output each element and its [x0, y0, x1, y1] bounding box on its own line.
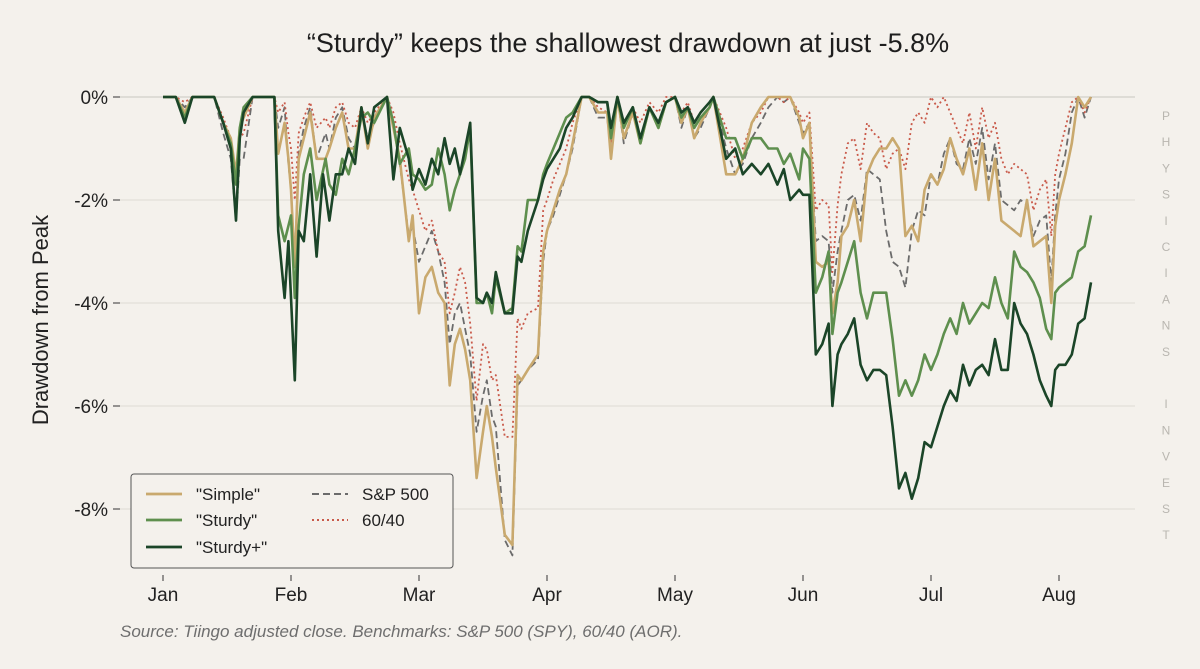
watermark-letter: A: [1162, 292, 1170, 306]
watermark-letter: I: [1164, 266, 1167, 280]
x-axis-ticks: Jan Feb Mar Apr May Jun Jul Aug: [148, 575, 1076, 606]
watermark-letter: E: [1162, 476, 1170, 490]
watermark-letter: I: [1164, 214, 1167, 228]
source-note: Source: Tiingo adjusted close. Benchmark…: [120, 622, 682, 641]
watermark-letter: H: [1162, 135, 1171, 149]
x-tick-label: May: [657, 585, 693, 606]
legend-label: "Sturdy": [196, 511, 257, 530]
legend-label: "Sturdy+": [196, 538, 267, 557]
legend-label: "Simple": [196, 485, 260, 504]
y-tick-label: -6%: [74, 397, 108, 418]
legend-label: S&P 500: [362, 485, 429, 504]
y-axis-label: Drawdown from Peak: [28, 214, 53, 425]
y-tick-label: 0%: [81, 88, 109, 109]
series-line-4: [163, 96, 1092, 438]
series-line-2: [163, 95, 1093, 500]
watermark-letter: V: [1162, 450, 1170, 464]
x-tick-label: Jan: [148, 585, 179, 606]
watermark-letter: N: [1162, 423, 1171, 437]
watermark-letter: P: [1162, 109, 1170, 123]
legend: "Simple" "Sturdy" "Sturdy+" S&P 500 60/40: [130, 473, 454, 569]
watermark-letter: I: [1164, 397, 1167, 411]
legend-box: [130, 473, 454, 569]
y-tick-label: -2%: [74, 191, 108, 212]
watermark-letter: N: [1162, 319, 1171, 333]
watermark-letter: T: [1162, 528, 1170, 542]
x-tick-label: Jul: [919, 585, 943, 606]
legend-label: 60/40: [362, 511, 405, 530]
y-tick-label: -4%: [74, 294, 108, 315]
watermark-letter: C: [1162, 240, 1171, 254]
x-tick-label: Apr: [532, 585, 562, 606]
watermark-letter: S: [1162, 188, 1170, 202]
y-axis-ticks: 0% -2% -4% -6% -8%: [74, 88, 120, 521]
x-tick-label: Feb: [275, 585, 308, 606]
chart-title: “Sturdy” keeps the shallowest drawdown a…: [307, 28, 949, 58]
watermark-letter: Y: [1162, 161, 1170, 175]
series-lines: [163, 95, 1093, 557]
watermark-letter: S: [1162, 502, 1170, 516]
x-tick-label: Mar: [403, 585, 436, 606]
x-tick-label: Jun: [788, 585, 819, 606]
y-tick-label: -8%: [74, 500, 108, 521]
x-tick-label: Aug: [1042, 585, 1076, 606]
watermark-letter: S: [1162, 345, 1170, 359]
